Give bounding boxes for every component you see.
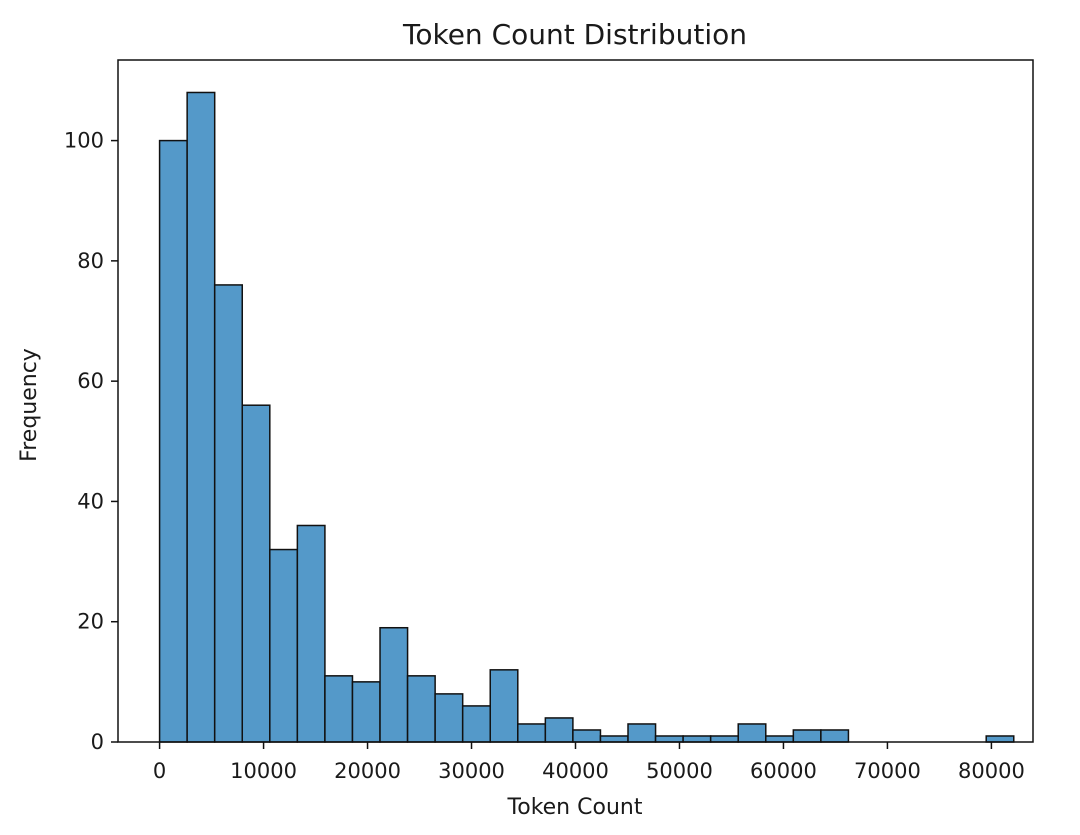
histogram-bar — [434, 693, 464, 743]
histogram-bar — [654, 735, 684, 743]
y-axis-label: Frequency — [17, 348, 42, 462]
histogram-bar — [985, 735, 1015, 743]
histogram-bar — [296, 524, 326, 743]
histogram-bar — [186, 91, 216, 743]
histogram-bar — [324, 675, 354, 743]
y-tick-label: 40 — [77, 489, 104, 513]
bars-group — [158, 91, 1015, 743]
histogram-bar — [406, 675, 436, 743]
y-tick-label: 20 — [77, 610, 104, 634]
x-axis-label: Token Count — [507, 795, 643, 820]
histogram-bar — [682, 735, 712, 743]
histogram-bar — [158, 139, 188, 743]
y-tick-label: 0 — [91, 730, 104, 754]
x-tick-label: 30000 — [438, 759, 505, 783]
histogram-bar — [379, 626, 409, 743]
chart-title: Token Count Distribution — [402, 18, 747, 51]
x-tick-label: 20000 — [334, 759, 401, 783]
y-tick-label: 100 — [64, 129, 104, 153]
x-tick-label: 80000 — [958, 759, 1025, 783]
histogram-bar — [572, 729, 602, 743]
histogram-bar — [792, 729, 822, 743]
histogram-bar — [489, 669, 519, 743]
histogram-bar — [737, 723, 767, 743]
histogram-bar — [627, 723, 657, 743]
histogram-bar — [241, 404, 271, 743]
histogram-bar — [461, 705, 491, 743]
y-axis-ticks: 0 20 40 60 80 100 — [64, 129, 118, 754]
histogram-bar — [544, 717, 574, 743]
histogram-bar — [599, 735, 629, 743]
y-tick-label: 80 — [77, 249, 104, 273]
histogram-bar — [213, 284, 244, 743]
histogram-bar — [765, 735, 795, 743]
histogram-bar — [517, 723, 547, 743]
histogram-bar — [820, 729, 850, 743]
x-tick-label: 40000 — [542, 759, 609, 783]
x-axis-ticks: 0 10000 20000 30000 40000 50000 60000 70000 8000… — [153, 742, 1025, 783]
x-tick-label: 60000 — [750, 759, 817, 783]
histogram-bar — [351, 681, 381, 743]
y-tick-label: 60 — [77, 369, 104, 393]
histogram-bar — [709, 735, 739, 743]
x-tick-label: 10000 — [230, 759, 297, 783]
x-tick-label: 70000 — [854, 759, 921, 783]
x-tick-label: 0 — [153, 759, 166, 783]
histogram-bar — [269, 548, 299, 743]
x-tick-label: 50000 — [646, 759, 713, 783]
